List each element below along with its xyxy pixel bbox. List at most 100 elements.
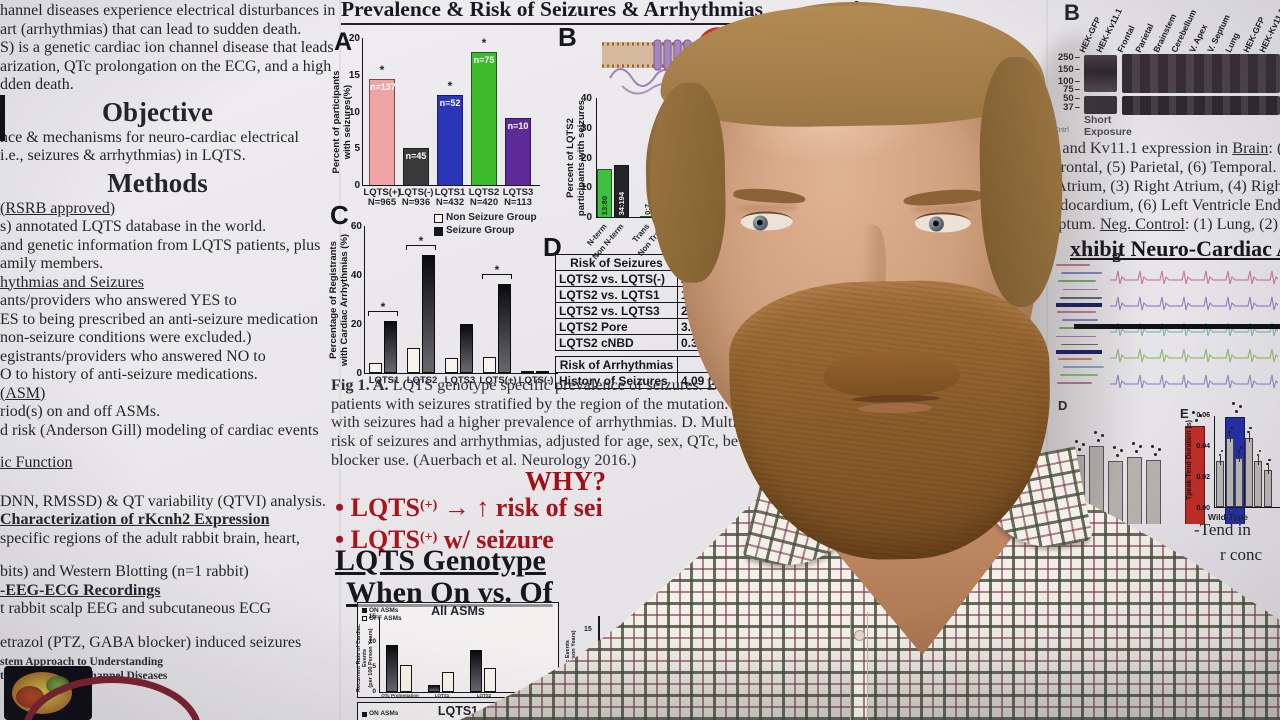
- chart-title: All ASMs: [431, 604, 485, 618]
- eeg-trace: [1061, 272, 1102, 274]
- poster-text-line: nce & mechanisms for neuro-cardiac elect…: [0, 128, 299, 146]
- table-cell: History of Seizures: [555, 372, 678, 389]
- ecg-trace: [1110, 374, 1278, 389]
- poster-text-line: Methods: [107, 167, 208, 198]
- panel-label-a: A: [334, 28, 353, 56]
- eeg-trace: [1056, 335, 1096, 338]
- eeg-trace: [1060, 296, 1102, 299]
- filled-square-swatch: [362, 608, 367, 613]
- significance-mark: *: [494, 263, 500, 278]
- poster-text-line: ants/providers who answered YES to: [0, 292, 237, 309]
- text-segment: Neg. Control: [1099, 214, 1185, 233]
- poster-text-line: S) is a genetic cardiac ion channel dise…: [0, 39, 334, 56]
- table-cell: LQTS2 vs. LQTS(-): [555, 270, 678, 287]
- axis-tick-label: 5: [354, 143, 360, 155]
- caption-bold-lead: Fig 1. A.: [331, 376, 389, 394]
- poster-text-line: arization, QTc prolongation on the ECG, …: [0, 57, 332, 75]
- poster-text-line: etrazol (PTZ, GABA blocker) induced seiz…: [0, 633, 302, 651]
- bar: [386, 645, 398, 692]
- error-bar: [1239, 452, 1240, 462]
- open-square-swatch: [362, 616, 367, 621]
- bar: [1108, 461, 1123, 524]
- axis-tick-label: 15: [368, 613, 376, 620]
- bar-pair-group: LQTS(-): [519, 371, 553, 386]
- axis-tick-label: 0.04: [1196, 443, 1210, 450]
- molecular-weight-label: 150: [1054, 64, 1080, 75]
- poster-text-line: stem Approach to Understanding: [0, 656, 164, 668]
- text-segment: → ↑ risk of sei: [437, 493, 603, 522]
- why-text: WHY?: [525, 466, 606, 496]
- shirt-placket: [850, 612, 868, 720]
- open-square-swatch: [434, 213, 443, 223]
- figure1-caption-line: Fig 1. A. LQTS genotype specific prevale…: [331, 376, 770, 394]
- x-axis-label: LQTS(+) N=965: [363, 187, 401, 208]
- panel-label-b: B: [558, 22, 577, 52]
- bar-group: [1146, 452, 1161, 524]
- eeg-marker-bar: [1056, 302, 1102, 307]
- bar: [1185, 425, 1205, 524]
- data-points: [1266, 462, 1269, 466]
- bar-group: [1108, 454, 1123, 524]
- text-segment: • LQTS: [335, 525, 420, 554]
- bar: [1254, 461, 1262, 507]
- x-axis-label: Wild-Type: [1208, 512, 1248, 522]
- section-heading-lqts-genotype: LQTS Genotype: [335, 544, 546, 577]
- axis-tick-label: 0.06: [1196, 412, 1210, 419]
- ecg-trace-stack: [1110, 266, 1278, 395]
- axis-tick-label: 40: [580, 93, 592, 104]
- data-points: [1256, 453, 1260, 456]
- filled-square-swatch: [434, 226, 443, 236]
- eeg-trace: [1056, 264, 1090, 266]
- table-header-cell: Risk of Arrhythmias: [555, 356, 678, 373]
- plot-area: QTc Prolongation LQTS1 LQTS2: [379, 617, 551, 698]
- bar: [536, 371, 549, 373]
- figure1-panel-c-chart: C Non Seizure Group Seizure Group Percen…: [328, 196, 570, 394]
- poster-text-line: and genetic information from LQTS patien…: [0, 236, 321, 254]
- blot-lane-label: Lung: [1223, 30, 1242, 54]
- text-segment: • LQTS: [335, 493, 420, 522]
- text-segment: (+): [419, 498, 438, 513]
- eeg-trace: [1062, 319, 1098, 321]
- poster-text-line: bits) and Western Blotting (n=1 rabbit): [0, 563, 249, 580]
- plot-area: * LQTS1 * LQTS2 LQTS3 * LQTS(+) LQTS(-): [364, 226, 558, 386]
- plot-area: [1214, 416, 1280, 508]
- bar-group: 13:80: [597, 169, 612, 217]
- chart-title: LQTS1: [437, 704, 479, 718]
- divider-bar: [1074, 324, 1280, 329]
- error-bar: [1229, 433, 1231, 442]
- beard: [727, 278, 1053, 563]
- figure1-caption-line: blocker use. (Auerbach et al. Neurology …: [331, 450, 637, 469]
- poster-text-line: non-seizure conditions were excluded.): [0, 329, 252, 346]
- molecular-weight-label: 50: [1054, 93, 1080, 104]
- bar-group: [1089, 438, 1104, 524]
- x-axis-label: LQTS1: [434, 693, 450, 698]
- bar: [384, 321, 397, 373]
- poster-text-line: s) annotated LQTS database in the world.: [0, 218, 267, 235]
- x-axis-label: LQTS2 N=420: [468, 187, 500, 208]
- significance-mark: *: [447, 78, 453, 93]
- blot-band: [1122, 54, 1280, 93]
- bar: n=137: [369, 79, 396, 185]
- right-section-heading: xhibit Neuro-Cardiac Abnor: [1070, 236, 1280, 261]
- y-axis-ticks: 15 10 5 0: [366, 613, 376, 695]
- data-points: [1228, 430, 1231, 433]
- bar-group: [1244, 430, 1253, 507]
- bar: [442, 672, 454, 692]
- ecg-trace: [1110, 296, 1278, 311]
- data-points: [1237, 450, 1241, 453]
- bar: [400, 664, 412, 692]
- bar-pair-group: QTc Prolongation: [381, 645, 419, 698]
- eeg-marker-bar: [1056, 349, 1102, 354]
- bar-pair-group: * LQTS2: [406, 235, 437, 386]
- hair-side-left: [648, 82, 727, 284]
- legend-label: ON ASMs: [369, 607, 399, 614]
- legend-label: Seizure Group: [446, 225, 515, 236]
- poster-text-line: -EEG-ECG Recordings: [0, 581, 161, 599]
- x-axis-label: LQTS1 N=432: [434, 187, 466, 208]
- legend-item: ON ASMs: [362, 708, 398, 720]
- western-blot-panel: B Short Exposure Cntrl HEK-GFPHEK-Kv11.1…: [1054, 0, 1280, 142]
- axis-tick-label: 0: [354, 180, 360, 191]
- x-axis-label: LQTS(+): [479, 375, 517, 386]
- bar-group: [1263, 462, 1272, 507]
- bar: [428, 684, 440, 692]
